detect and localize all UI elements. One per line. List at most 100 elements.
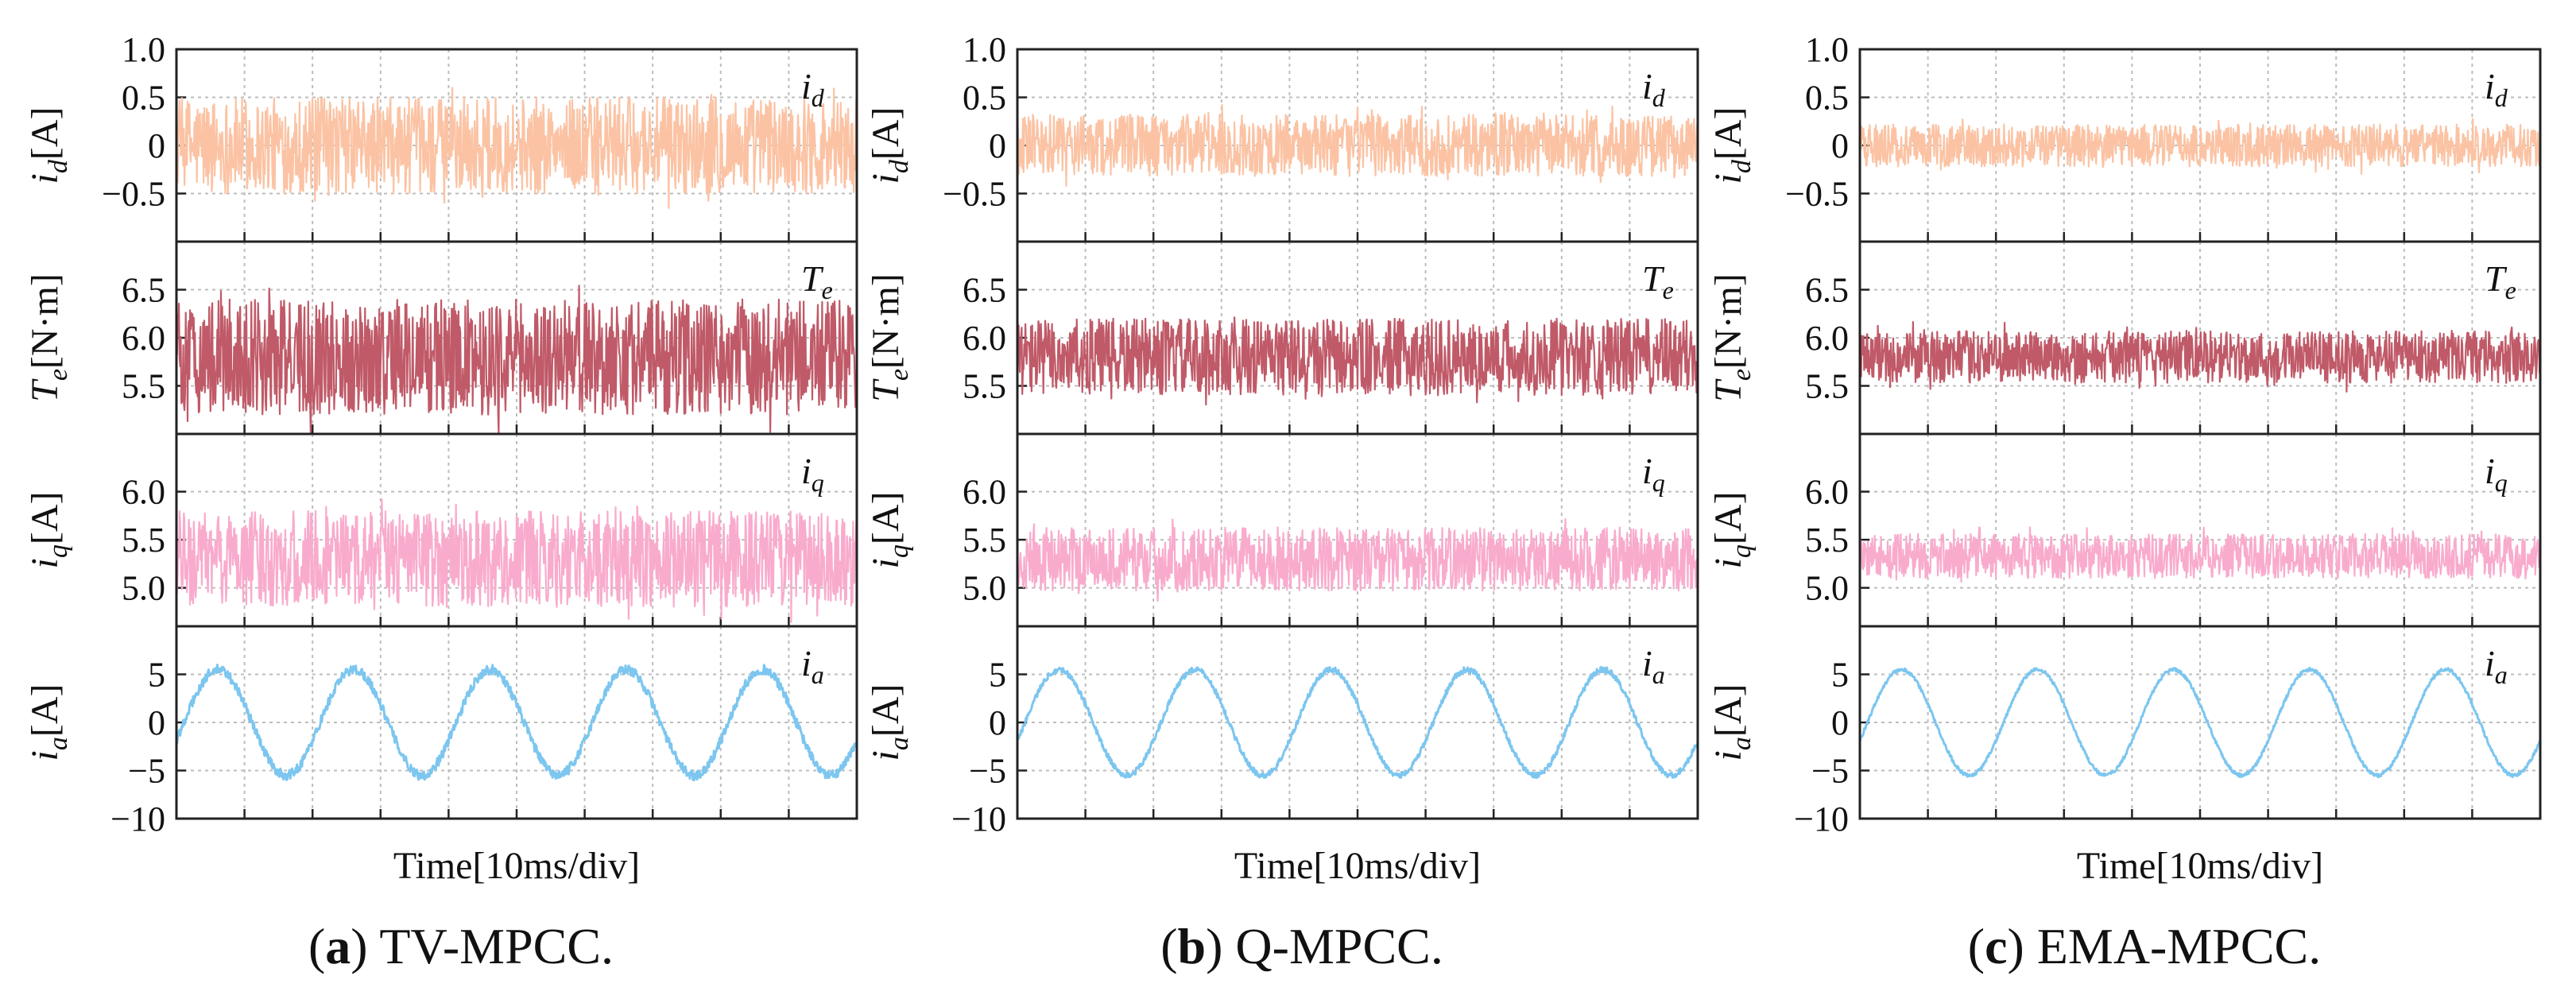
series-tag-te: Te <box>801 258 833 304</box>
series-line-te <box>1858 321 2542 393</box>
series-line-id <box>175 87 858 209</box>
y-tick-label: 6.0 <box>122 319 165 358</box>
y-axis-label-iq: iq[A] <box>865 492 914 569</box>
subplot-te: 5.5 6.0 6.5 Te Te[N·m] <box>24 240 858 436</box>
x-axis-label: Time[10ms/div] <box>2077 845 2323 887</box>
series-tag-te: Te <box>1642 258 1674 304</box>
y-axis-label-ia: ia[A] <box>1707 684 1757 761</box>
y-tick-label: −5 <box>969 752 1006 791</box>
series-line-id <box>1859 118 2542 175</box>
series-tag-iq: iq <box>2485 451 2508 497</box>
y-tick-label: 5 <box>148 656 165 695</box>
series-tag-iq: iq <box>1642 451 1665 497</box>
series-tag-id: id <box>1642 66 1666 112</box>
y-axis-label-te: Te[N·m] <box>1707 273 1757 402</box>
y-tick-label: 6.0 <box>122 473 165 512</box>
series-tag-ia: ia <box>1642 643 1665 689</box>
y-tick-label: −5 <box>1811 752 1849 791</box>
series-tag-ia: ia <box>2485 643 2508 689</box>
y-tick-label: −10 <box>1794 800 1849 838</box>
y-tick-label: 0 <box>989 703 1006 742</box>
series-line-te <box>1016 316 1699 406</box>
y-tick-label: 1.0 <box>1805 30 1849 69</box>
subplot-id: −0.5 0 0.5 1.0 id id[A] <box>865 30 1699 243</box>
y-tick-label: 6.5 <box>963 271 1006 310</box>
y-tick-label: 6.5 <box>1805 271 1849 310</box>
y-axis-label-id: id[A] <box>865 107 914 184</box>
y-axis-label-ia: ia[A] <box>24 684 73 761</box>
y-tick-label: −0.5 <box>943 175 1006 214</box>
y-tick-label: 0 <box>1831 126 1849 165</box>
y-tick-label: 0 <box>148 126 165 165</box>
subplot-ia: −10 −5 0 5 ia ia[A] <box>1707 625 2542 838</box>
subplot-frame <box>1016 625 1699 820</box>
panel-caption: (b) Q-MPCC. <box>1160 918 1443 974</box>
y-tick-label: 0.5 <box>122 79 165 118</box>
series-tag-te: Te <box>2485 258 2516 304</box>
y-tick-label: 6.0 <box>963 319 1006 358</box>
series-line-ia <box>1858 667 2542 779</box>
x-axis-label: Time[10ms/div] <box>1234 845 1481 887</box>
y-tick-label: 5 <box>989 656 1006 695</box>
subplot-ia: −10 −5 0 5 ia ia[A] <box>24 625 858 838</box>
y-tick-label: 5.0 <box>122 569 165 608</box>
y-tick-label: −0.5 <box>1785 175 1849 214</box>
series-line-ia <box>1016 666 1699 780</box>
y-axis-label-te: Te[N·m] <box>865 273 914 402</box>
y-tick-label: −0.5 <box>102 175 165 214</box>
y-tick-label: 5.5 <box>1805 367 1849 406</box>
y-tick-label: 1.0 <box>963 30 1006 69</box>
y-axis-label-id: id[A] <box>24 107 73 184</box>
series-line-iq <box>1016 518 1699 602</box>
subplot-frame <box>175 625 858 820</box>
y-axis-label-te: Te[N·m] <box>24 273 73 402</box>
series-tag-id: id <box>2485 66 2508 112</box>
subplot-id: −0.5 0 0.5 1.0 id id[A] <box>24 30 858 243</box>
y-tick-label: −10 <box>110 800 165 838</box>
series-line-iq <box>1858 526 2542 583</box>
y-tick-label: 5.5 <box>963 521 1006 560</box>
series-line-ia <box>175 664 858 782</box>
y-tick-label: −10 <box>951 800 1006 838</box>
y-axis-label-iq: iq[A] <box>24 492 73 569</box>
y-tick-label: −5 <box>128 752 165 791</box>
y-tick-label: 5.5 <box>122 521 165 560</box>
y-tick-label: 1.0 <box>122 30 165 69</box>
subplot-ia: −10 −5 0 5 ia ia[A] <box>865 625 1699 838</box>
series-line-te <box>175 285 858 435</box>
y-tick-label: 6.0 <box>1805 319 1849 358</box>
y-tick-label: 0 <box>148 703 165 742</box>
series-line-iq <box>175 498 858 623</box>
y-tick-label: 0 <box>989 126 1006 165</box>
y-tick-label: 5 <box>1831 656 1849 695</box>
subplot-iq: 5.0 5.5 6.0 iq iq[A] <box>865 432 1699 628</box>
y-tick-label: 0.5 <box>1805 79 1849 118</box>
subplot-id: −0.5 0 0.5 1.0 id id[A] <box>1707 30 2542 243</box>
subplot-iq: 5.0 5.5 6.0 iq iq[A] <box>1707 432 2542 628</box>
subplot-frame <box>1858 625 2542 820</box>
y-axis-label-id: id[A] <box>1707 107 1757 184</box>
subplot-te: 5.5 6.0 6.5 Te Te[N·m] <box>1707 240 2542 436</box>
panel-caption: (c) EMA-MPCC. <box>1968 918 2321 974</box>
y-tick-label: 5.5 <box>963 367 1006 406</box>
series-tag-iq: iq <box>801 451 824 497</box>
y-tick-label: 6.5 <box>122 271 165 310</box>
subplot-te: 5.5 6.0 6.5 Te Te[N·m] <box>865 240 1699 436</box>
subplot-iq: 5.0 5.5 6.0 iq iq[A] <box>24 432 858 628</box>
y-tick-label: 6.0 <box>1805 473 1849 512</box>
y-tick-label: 6.0 <box>963 473 1006 512</box>
series-tag-ia: ia <box>801 643 824 689</box>
x-axis-label: Time[10ms/div] <box>393 845 640 887</box>
series-tag-id: id <box>801 66 825 112</box>
y-tick-label: 5.5 <box>1805 521 1849 560</box>
y-tick-label: 5.0 <box>963 569 1006 608</box>
panel-caption: (a) TV-MPCC. <box>308 918 614 974</box>
y-axis-label-iq: iq[A] <box>1707 492 1757 569</box>
y-tick-label: 0 <box>1831 703 1849 742</box>
series-line-id <box>1016 103 1699 187</box>
y-tick-label: 5.0 <box>1805 569 1849 608</box>
